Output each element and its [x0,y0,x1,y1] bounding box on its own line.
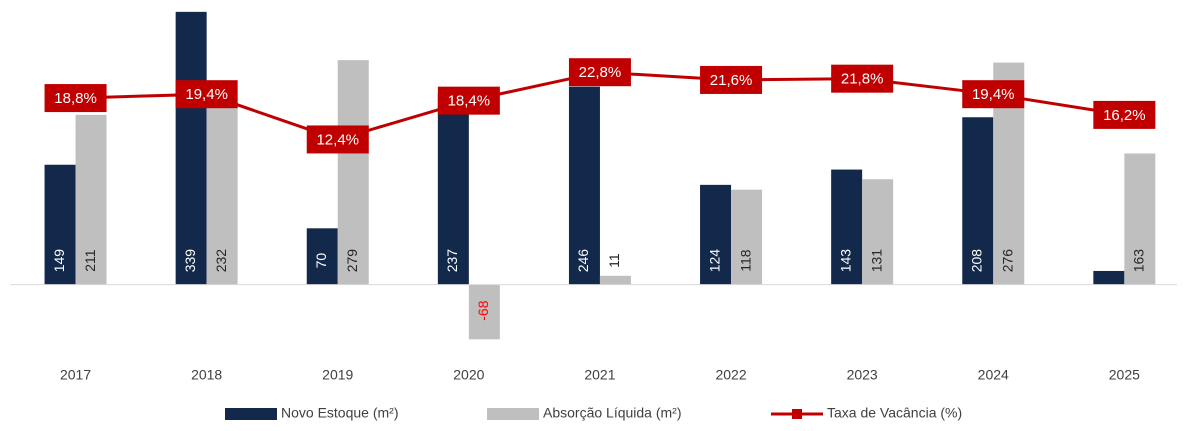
bar [306,228,338,285]
x-tick-label: 2024 [978,367,1009,383]
data-label: 19,4% [972,86,1015,103]
data-label: 339 [182,249,198,273]
bar [206,97,238,285]
x-tick-label: 2023 [847,367,878,383]
data-label: 208 [968,249,984,273]
x-tick-label: 2019 [322,367,353,383]
x-tick-label: 2018 [191,367,222,383]
legend-swatch [225,408,277,420]
legend-marker [792,409,802,419]
bar [731,189,763,285]
data-label: -68 [475,300,491,320]
bar [175,11,207,285]
bar [862,179,894,285]
data-label: 16,2% [1103,107,1146,124]
bar [437,93,469,285]
bar [1124,153,1156,285]
label-box [568,58,631,87]
legend-label: Novo Estoque (m²) [281,405,398,421]
bar [468,284,500,340]
label-box [962,80,1025,109]
data-label: 19,4% [185,86,228,103]
data-label: 17 [1100,253,1116,269]
data-label: 118 [737,249,753,272]
data-label: 22,8% [579,64,622,81]
label-box [437,86,500,115]
data-label: 237 [444,249,460,273]
bar [568,86,600,285]
bar [700,184,732,285]
x-tick-label: 2022 [715,367,746,383]
legend-label: Absorção Líquida (m²) [543,405,682,421]
data-label: 21,6% [710,72,753,89]
bar [599,275,631,285]
data-label: 131 [868,249,884,273]
data-label: 246 [575,249,591,273]
legend-label: Taxa de Vacância (%) [827,405,962,421]
x-tick-label: 2020 [453,367,484,383]
bar [962,117,994,285]
data-label: 149 [51,249,67,273]
data-label: 18,4% [448,93,491,110]
x-tick-label: 2017 [60,367,91,383]
label-box [306,125,369,154]
data-label: 70 [313,253,329,269]
x-tick-label: 2025 [1109,367,1140,383]
data-label: 143 [837,249,853,273]
label-box [44,84,107,113]
data-label: 279 [344,249,360,273]
x-tick-label: 2021 [584,367,615,383]
bar [1093,270,1125,285]
label-box [831,64,894,93]
bar [831,169,863,285]
data-label: 18,8% [54,90,97,107]
legend-swatch [487,408,539,420]
label-box [175,80,238,109]
data-label: 232 [213,249,229,273]
label-box [1093,100,1156,129]
bar [75,114,107,285]
data-label: 276 [999,249,1015,273]
bar [44,164,76,285]
data-label: 11 [606,253,622,268]
data-label: 124 [706,249,722,273]
data-label: 163 [1131,249,1147,273]
bar [337,60,369,285]
label-box [700,65,763,94]
data-label: 21,8% [841,71,884,88]
data-label: 12,4% [316,131,359,148]
data-label: 211 [82,249,98,272]
